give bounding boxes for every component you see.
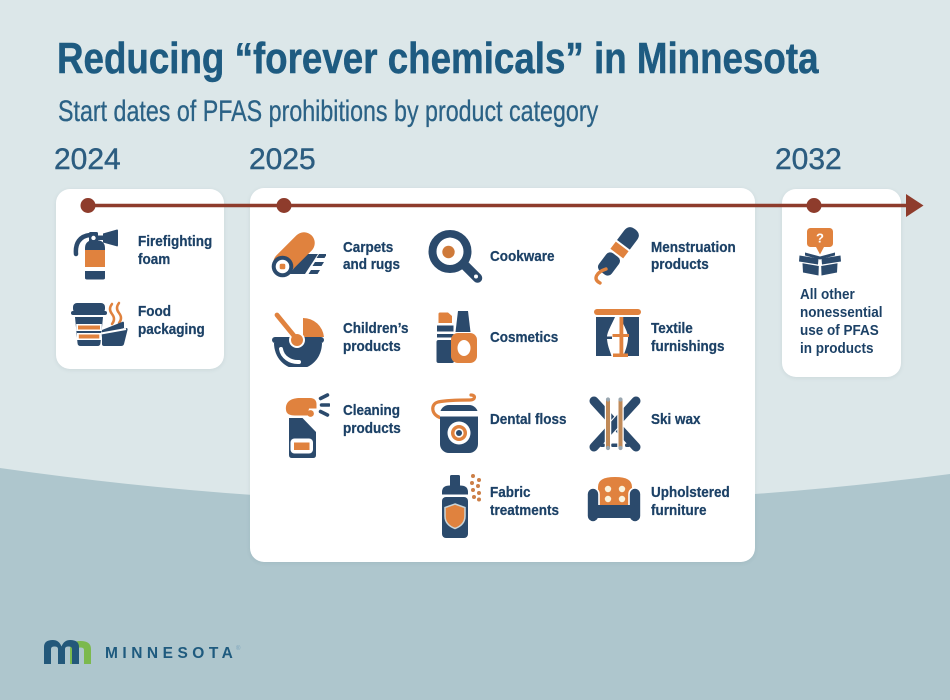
svg-text:?: ?: [816, 231, 824, 246]
